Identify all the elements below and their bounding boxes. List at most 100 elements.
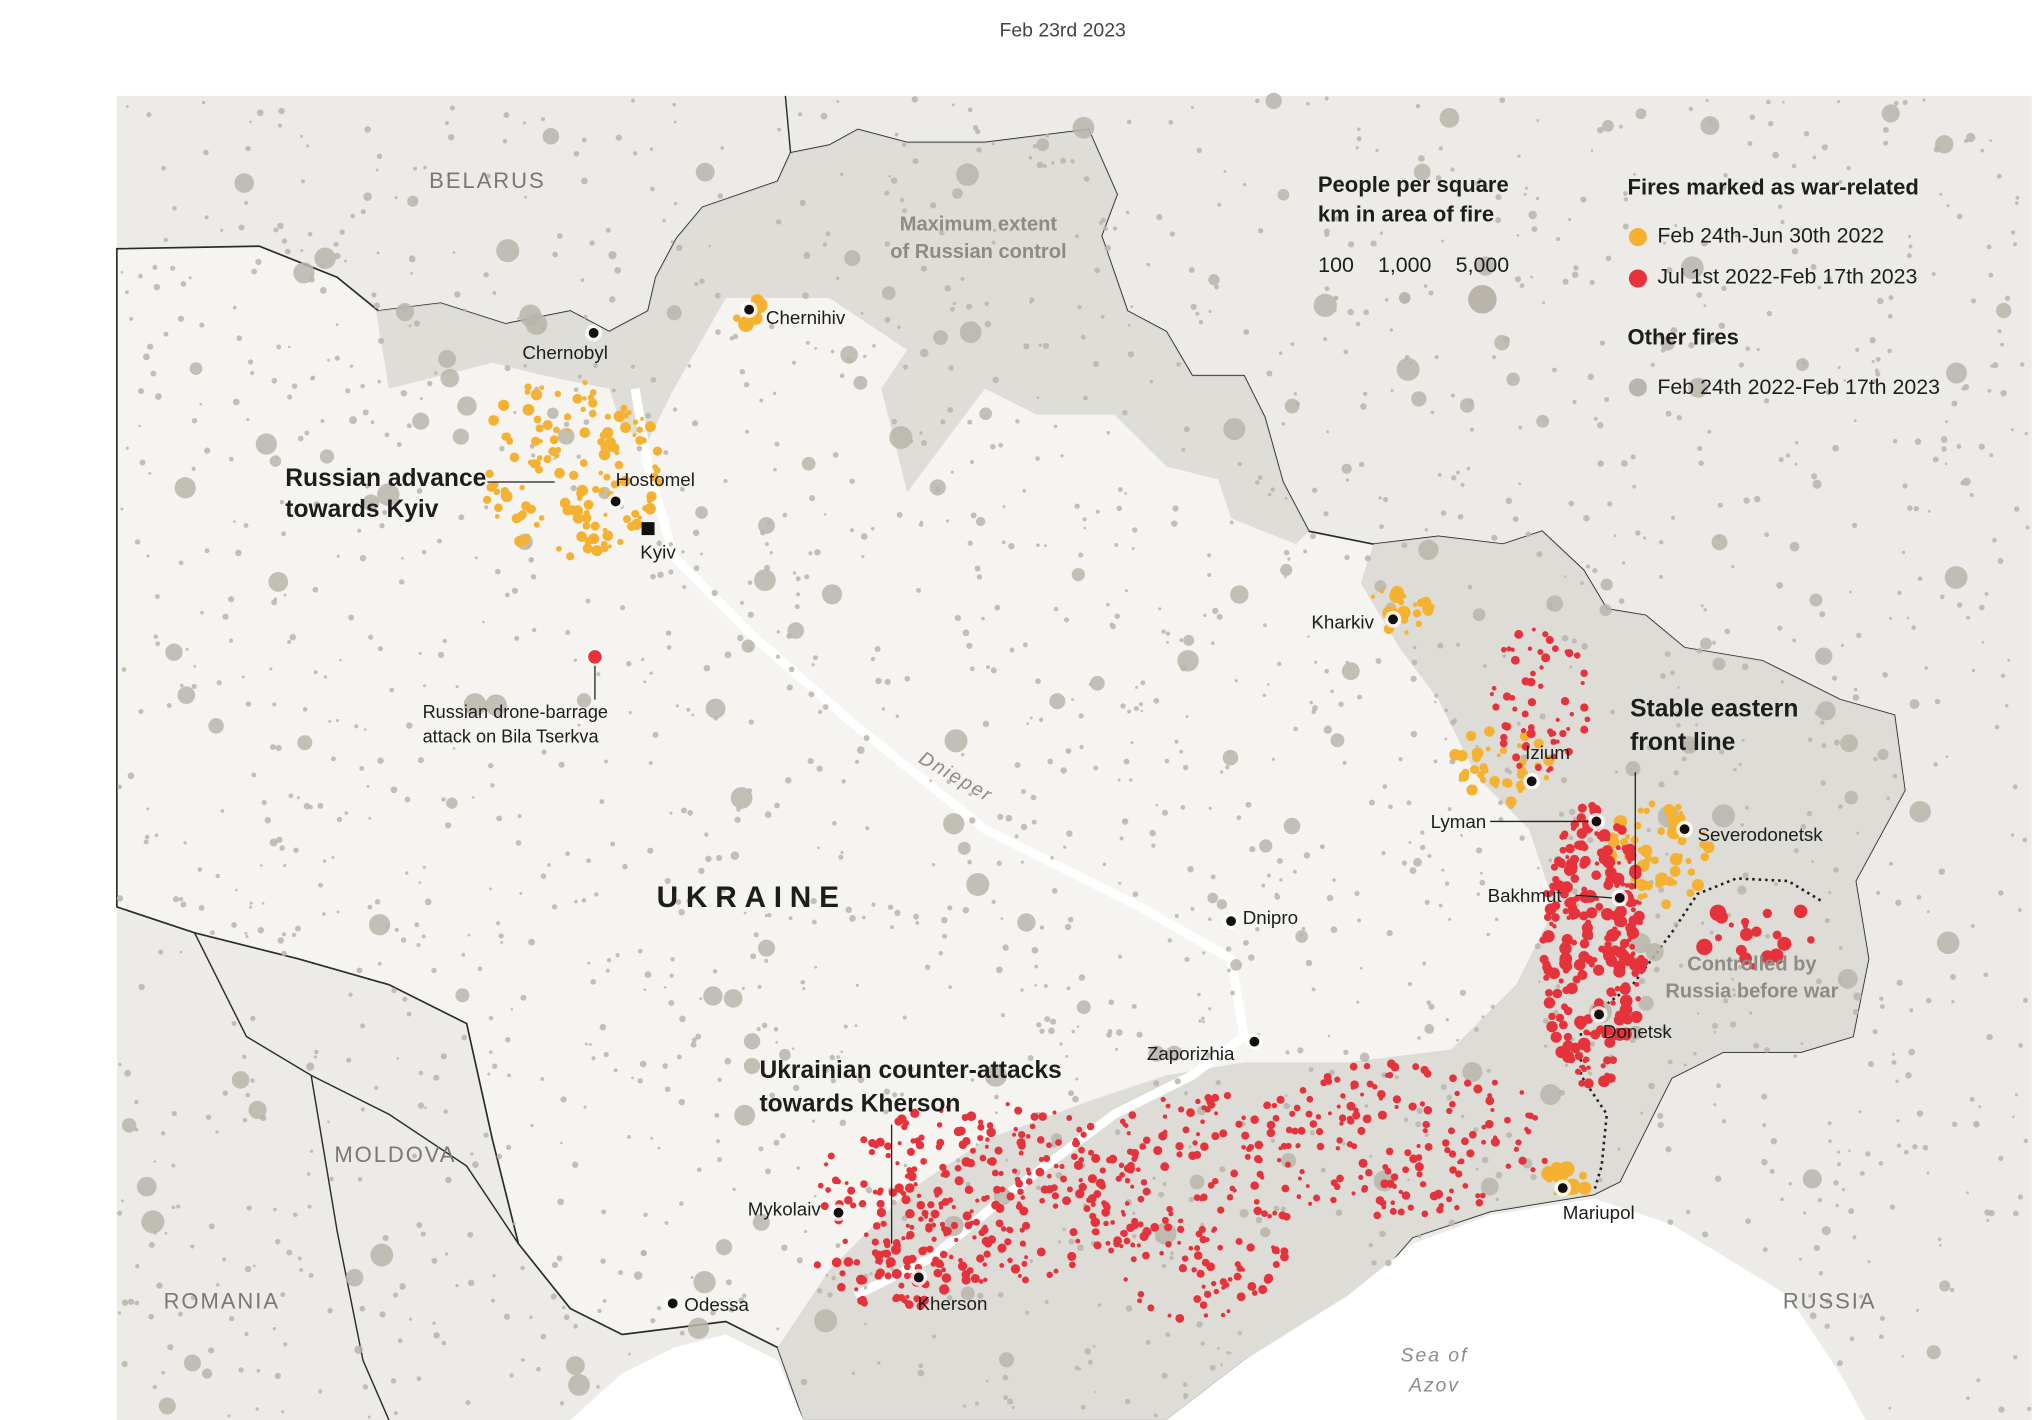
fire-dot <box>1123 1277 1128 1282</box>
fire-dot <box>649 472 659 482</box>
fire-dot <box>1501 722 1509 730</box>
fire-dot <box>529 1315 533 1319</box>
fire-dot <box>177 1311 183 1317</box>
fire-dot <box>1142 1136 1151 1145</box>
fire-dot <box>1969 492 1974 497</box>
fire-dot <box>1650 362 1656 368</box>
fire-dot <box>1877 297 1884 305</box>
fire-dot <box>1951 400 1958 407</box>
fire-dot <box>1572 816 1578 821</box>
fire-dot <box>859 1276 868 1285</box>
fire-dot <box>150 370 157 377</box>
fire-dot <box>1932 456 1939 463</box>
fire-dot <box>1006 1192 1015 1201</box>
fire-dot <box>1516 770 1526 780</box>
fire-dot <box>1156 214 1163 221</box>
fire-dot <box>1486 1120 1491 1126</box>
fire-dot <box>1705 98 1709 102</box>
fire-dot <box>1305 1110 1313 1118</box>
fire-dot <box>2012 1210 2019 1217</box>
fire-dot <box>774 441 780 447</box>
fire-dot <box>1415 1121 1422 1128</box>
fire-dot <box>1101 1200 1107 1206</box>
fire-dot <box>1458 772 1468 782</box>
fire-dot <box>291 383 298 389</box>
fire-dot <box>1498 817 1504 822</box>
fire-dot <box>1707 429 1712 434</box>
fire-dot <box>1580 680 1585 686</box>
fire-dot <box>981 616 985 621</box>
fire-dot <box>559 1401 565 1406</box>
fire-dot <box>1420 1065 1429 1075</box>
fire-dot <box>1385 1259 1392 1267</box>
fire-dot <box>496 921 501 926</box>
fire-dot <box>1966 615 1971 620</box>
fire-dot <box>404 871 409 875</box>
fire-dot <box>1153 697 1160 704</box>
fire-dot <box>1310 533 1316 540</box>
fire-dot <box>1837 366 1841 370</box>
fire-dot <box>599 1023 607 1031</box>
fire-dot <box>894 1117 903 1126</box>
fire-dot <box>1262 623 1267 628</box>
fire-dot <box>1237 461 1242 467</box>
fire-dot <box>1812 479 1822 489</box>
fire-dot <box>424 1106 427 1110</box>
fire-dot <box>1685 1209 1691 1215</box>
fire-dot <box>957 841 971 855</box>
fire-dot <box>2012 242 2018 247</box>
fire-dot <box>1036 396 1040 399</box>
fire-dot <box>1384 297 1389 302</box>
fire-dot <box>1254 98 1260 104</box>
fire-dot <box>1818 1271 1824 1276</box>
fire-dot <box>1000 1013 1005 1018</box>
fire-dot <box>354 1345 363 1354</box>
fire-dot <box>483 272 489 278</box>
fire-dot <box>1749 114 1756 120</box>
fire-dot <box>190 1295 196 1301</box>
fire-dot <box>1578 1080 1586 1087</box>
fire-dot <box>1624 833 1631 840</box>
fire-dot <box>636 445 643 452</box>
fire-dot <box>1078 974 1086 981</box>
fire-dot <box>1021 1276 1029 1284</box>
fire-dot <box>1371 1260 1377 1266</box>
fire-dot <box>1749 1011 1753 1015</box>
fire-dot <box>180 281 187 287</box>
fire-dot <box>533 415 542 424</box>
fire-dot <box>1696 1012 1700 1015</box>
fire-dot <box>1655 879 1664 889</box>
fire-dot <box>764 564 771 571</box>
fire-dot <box>1687 868 1696 876</box>
fire-dot <box>591 1056 596 1061</box>
fire-dot <box>1614 946 1627 959</box>
fire-dot <box>1336 1174 1344 1183</box>
fire-dot <box>1351 1191 1356 1196</box>
fire-dot <box>400 389 408 397</box>
fire-dot <box>649 671 653 675</box>
fire-dot <box>1777 204 1783 209</box>
fire-dot <box>501 493 509 501</box>
fire-dot <box>503 432 511 440</box>
fire-dot <box>1424 528 1429 532</box>
fire-dot <box>714 292 721 299</box>
fire-dot <box>1427 853 1432 858</box>
fire-dot <box>1226 1351 1230 1355</box>
fire-dot <box>1018 1150 1024 1156</box>
fire-dot <box>1015 1202 1023 1210</box>
fire-dot <box>905 1208 915 1219</box>
fire-dot <box>1140 709 1144 713</box>
fire-dot <box>1357 1126 1366 1135</box>
fire-dot <box>348 992 353 997</box>
fire-dot <box>923 1214 929 1219</box>
fire-dot <box>1223 1091 1232 1100</box>
fire-dot <box>1624 883 1630 888</box>
fire-dot <box>773 1026 779 1032</box>
fire-dot <box>650 186 655 192</box>
fire-dot <box>1842 239 1845 242</box>
fire-dot <box>273 227 279 233</box>
fire-dot <box>166 703 172 708</box>
fire-dot <box>1558 1020 1568 1030</box>
fire-dot <box>1495 217 1502 224</box>
fire-dot <box>1699 637 1712 650</box>
